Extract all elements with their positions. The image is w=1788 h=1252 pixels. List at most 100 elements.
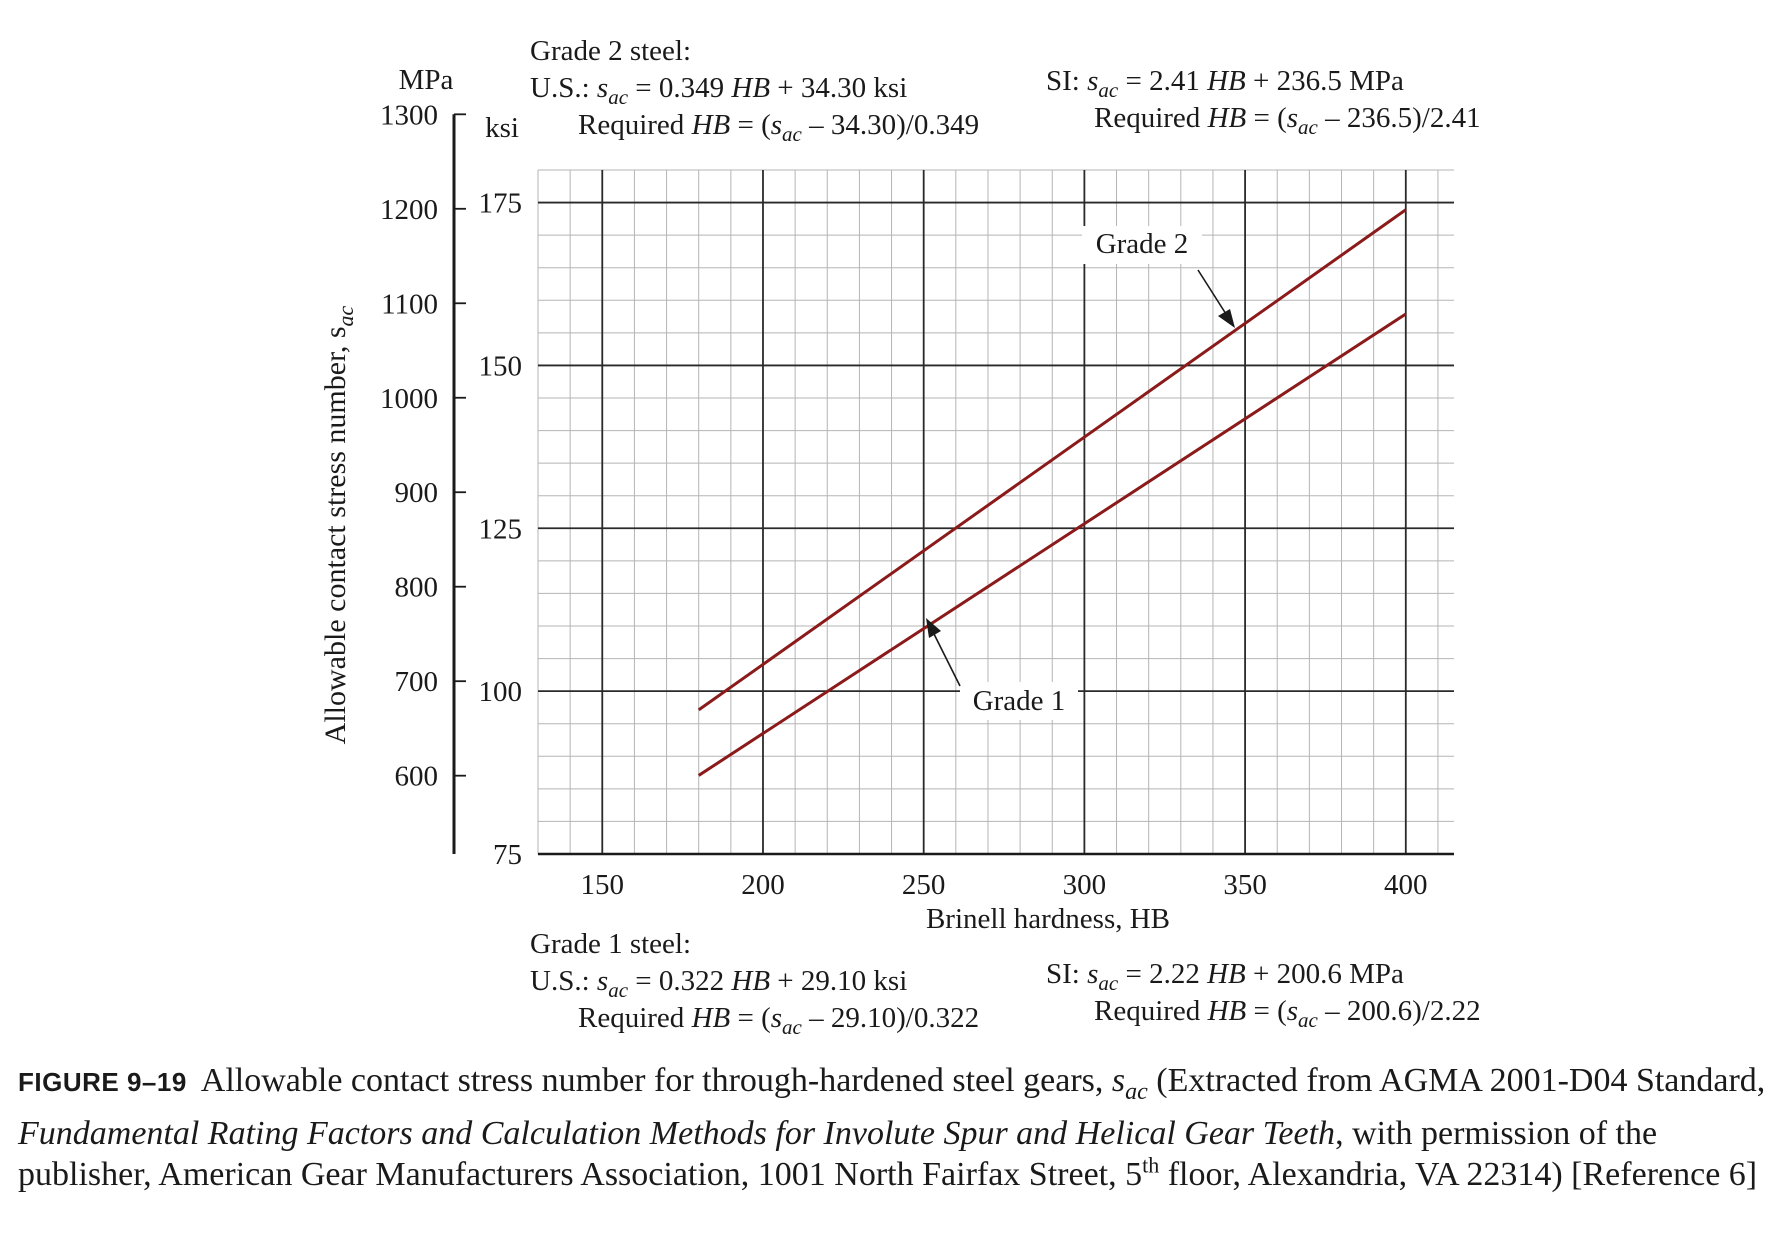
grade1-si-coef: = 2.22: [1118, 958, 1207, 990]
grade1-si-required: Required HB = (sac – 200.6)/2.22: [1094, 995, 1481, 1032]
grade1-si-tail: + 200.6 MPa: [1246, 958, 1404, 990]
grade2-si-equation: SI: sac = 2.41 HB + 236.5 MPa: [1046, 65, 1404, 102]
grade1-si-prefix: SI:: [1046, 958, 1087, 990]
grade2-si-prefix: SI:: [1046, 65, 1087, 97]
caption-text-2: (Extracted from AGMA 2001-D04 Standard,: [1147, 1062, 1766, 1099]
sym-hb: HB: [730, 965, 770, 997]
caption-superscript: th: [1142, 1152, 1160, 1178]
tick-labels: 150 200 250 300 350 400 75 100 125 150 175 600 700 80…: [380, 99, 1428, 901]
grade2-si-req-prefix: Required: [1094, 102, 1208, 134]
sym-ac: ac: [782, 122, 803, 146]
x-tick-label: 200: [741, 869, 785, 901]
grade2-si-req-mid: = (: [1246, 102, 1287, 134]
mpa-tick-label: 1000: [380, 383, 438, 415]
caption-text-1: Allowable contact stress number for thro…: [200, 1062, 1112, 1099]
sym-s: s: [771, 1002, 782, 1034]
caption-label: FIGURE 9–19: [18, 1067, 187, 1097]
mpa-tick-label: 1200: [380, 194, 438, 226]
ksi-tick-label: 150: [479, 350, 523, 382]
y-axis-title-main: Allowable contact stress number, s: [319, 326, 352, 744]
caption-text-3: , with permission of the publisher, Amer…: [18, 1114, 1658, 1193]
grade2-si-req-tail: – 236.5)/2.41: [1318, 102, 1481, 134]
x-tick-label: 400: [1384, 869, 1428, 901]
grade2-us-prefix: U.S.:: [530, 72, 597, 104]
grade1-si-req-tail: – 200.6)/2.22: [1318, 995, 1481, 1027]
grade2-equations: Grade 2 steel: U.S.: sac = 0.349 HB + 34…: [530, 35, 1481, 146]
grade1-si-equation: SI: sac = 2.22 HB + 200.6 MPa: [1046, 958, 1404, 995]
mpa-tick-label: 1100: [381, 288, 438, 320]
sym-ac: ac: [782, 1015, 803, 1039]
grade2-us-required: Required HB = (sac – 34.30)/0.349: [578, 109, 979, 146]
y-axis-title-sub: ac: [333, 305, 358, 326]
grade2-us-req-prefix: Required: [578, 109, 692, 141]
sym-ac: ac: [608, 978, 629, 1002]
sym-s: s: [597, 72, 608, 104]
mpa-tick-label: 1300: [380, 99, 438, 131]
grade2-si-tail: + 236.5 MPa: [1246, 65, 1404, 97]
grade1-us-equation: U.S.: sac = 0.322 HB + 29.10 ksi: [530, 965, 907, 1002]
grade1-us-tail: + 29.10 ksi: [770, 965, 907, 997]
series-line-grade-2: [697, 208, 1407, 712]
grade1-us-req-mid: = (: [730, 1002, 771, 1034]
axes: [452, 113, 1454, 856]
grade1-leader-line: [933, 633, 961, 687]
sym-ac: ac: [608, 85, 629, 109]
grade2-us-req-tail: – 34.30)/0.349: [802, 109, 979, 141]
sym-hb: HB: [1206, 958, 1246, 990]
mpa-tick-label: 800: [395, 572, 439, 604]
grade1-us-req-tail: – 29.10)/0.322: [802, 1002, 979, 1034]
sym-s: s: [597, 965, 608, 997]
sym-hb: HB: [1206, 65, 1246, 97]
sym-s: s: [1287, 102, 1298, 134]
grade1-label-bg: [960, 682, 1078, 720]
grade2-us-tail: + 34.30 ksi: [770, 72, 907, 104]
series-layer: [697, 208, 1407, 777]
grade2-label-bg: [1082, 226, 1202, 264]
sym-ac: ac: [1298, 115, 1319, 139]
ksi-unit-label: ksi: [485, 112, 519, 144]
ksi-tick-label: 100: [479, 676, 523, 708]
caption-sym-ac: ac: [1125, 1078, 1148, 1105]
caption-text-4: floor, Alexandria, VA 22314) [Reference …: [1159, 1155, 1758, 1193]
grade1-si-req-mid: = (: [1246, 995, 1287, 1027]
sym-hb: HB: [691, 1002, 731, 1034]
sym-s: s: [1087, 65, 1098, 97]
x-axis-title: Brinell hardness, HB: [926, 903, 1170, 935]
ksi-tick-label: 125: [479, 513, 523, 545]
ksi-tick-label: 75: [493, 839, 522, 871]
mpa-tick-label: 900: [395, 477, 439, 509]
grade2-us-req-mid: = (: [730, 109, 771, 141]
x-tick-label: 250: [902, 869, 946, 901]
caption-sym-s: s: [1111, 1062, 1126, 1099]
y-axis-title: Allowable contact stress number, sac: [319, 305, 358, 744]
sym-s: s: [1287, 995, 1298, 1027]
mpa-tick-label: 700: [395, 666, 439, 698]
sym-hb: HB: [691, 109, 731, 141]
mpa-unit-label: MPa: [399, 64, 454, 96]
mpa-tick-label: 600: [395, 761, 439, 793]
grade2-heading: Grade 2 steel:: [530, 35, 691, 67]
grade1-us-req-prefix: Required: [578, 1002, 692, 1034]
grade1-leader-arrowhead: [926, 618, 941, 638]
sym-hb: HB: [730, 72, 770, 104]
sym-s: s: [1087, 958, 1098, 990]
sym-ac: ac: [1098, 971, 1119, 995]
grade2-us-equation: U.S.: sac = 0.349 HB + 34.30 ksi: [530, 72, 907, 109]
sym-ac: ac: [1098, 78, 1119, 102]
grade2-si-coef: = 2.41: [1118, 65, 1207, 97]
figure-caption: FIGURE 9–19 Allowable contact stress numb…: [18, 1060, 1770, 1195]
grade1-si-req-prefix: Required: [1094, 995, 1208, 1027]
grade1-line-label: Grade 1: [973, 685, 1066, 717]
grade1-us-coef: = 0.322: [628, 965, 731, 997]
grade2-si-required: Required HB = (sac – 236.5)/2.41: [1094, 102, 1481, 139]
caption-italic-title: Fundamental Rating Factors and Calculati…: [18, 1114, 1336, 1152]
sym-hb: HB: [1207, 995, 1247, 1027]
grade2-us-coef: = 0.349: [628, 72, 731, 104]
x-tick-label: 150: [581, 869, 625, 901]
grade2-leader-line: [1197, 269, 1227, 315]
grade1-us-required: Required HB = (sac – 29.10)/0.322: [578, 1002, 979, 1039]
sym-s: s: [771, 109, 782, 141]
x-tick-label: 300: [1063, 869, 1107, 901]
grade1-equations: Grade 1 steel: U.S.: sac = 0.322 HB + 29…: [530, 928, 1481, 1039]
grade2-line-label: Grade 2: [1096, 228, 1189, 260]
